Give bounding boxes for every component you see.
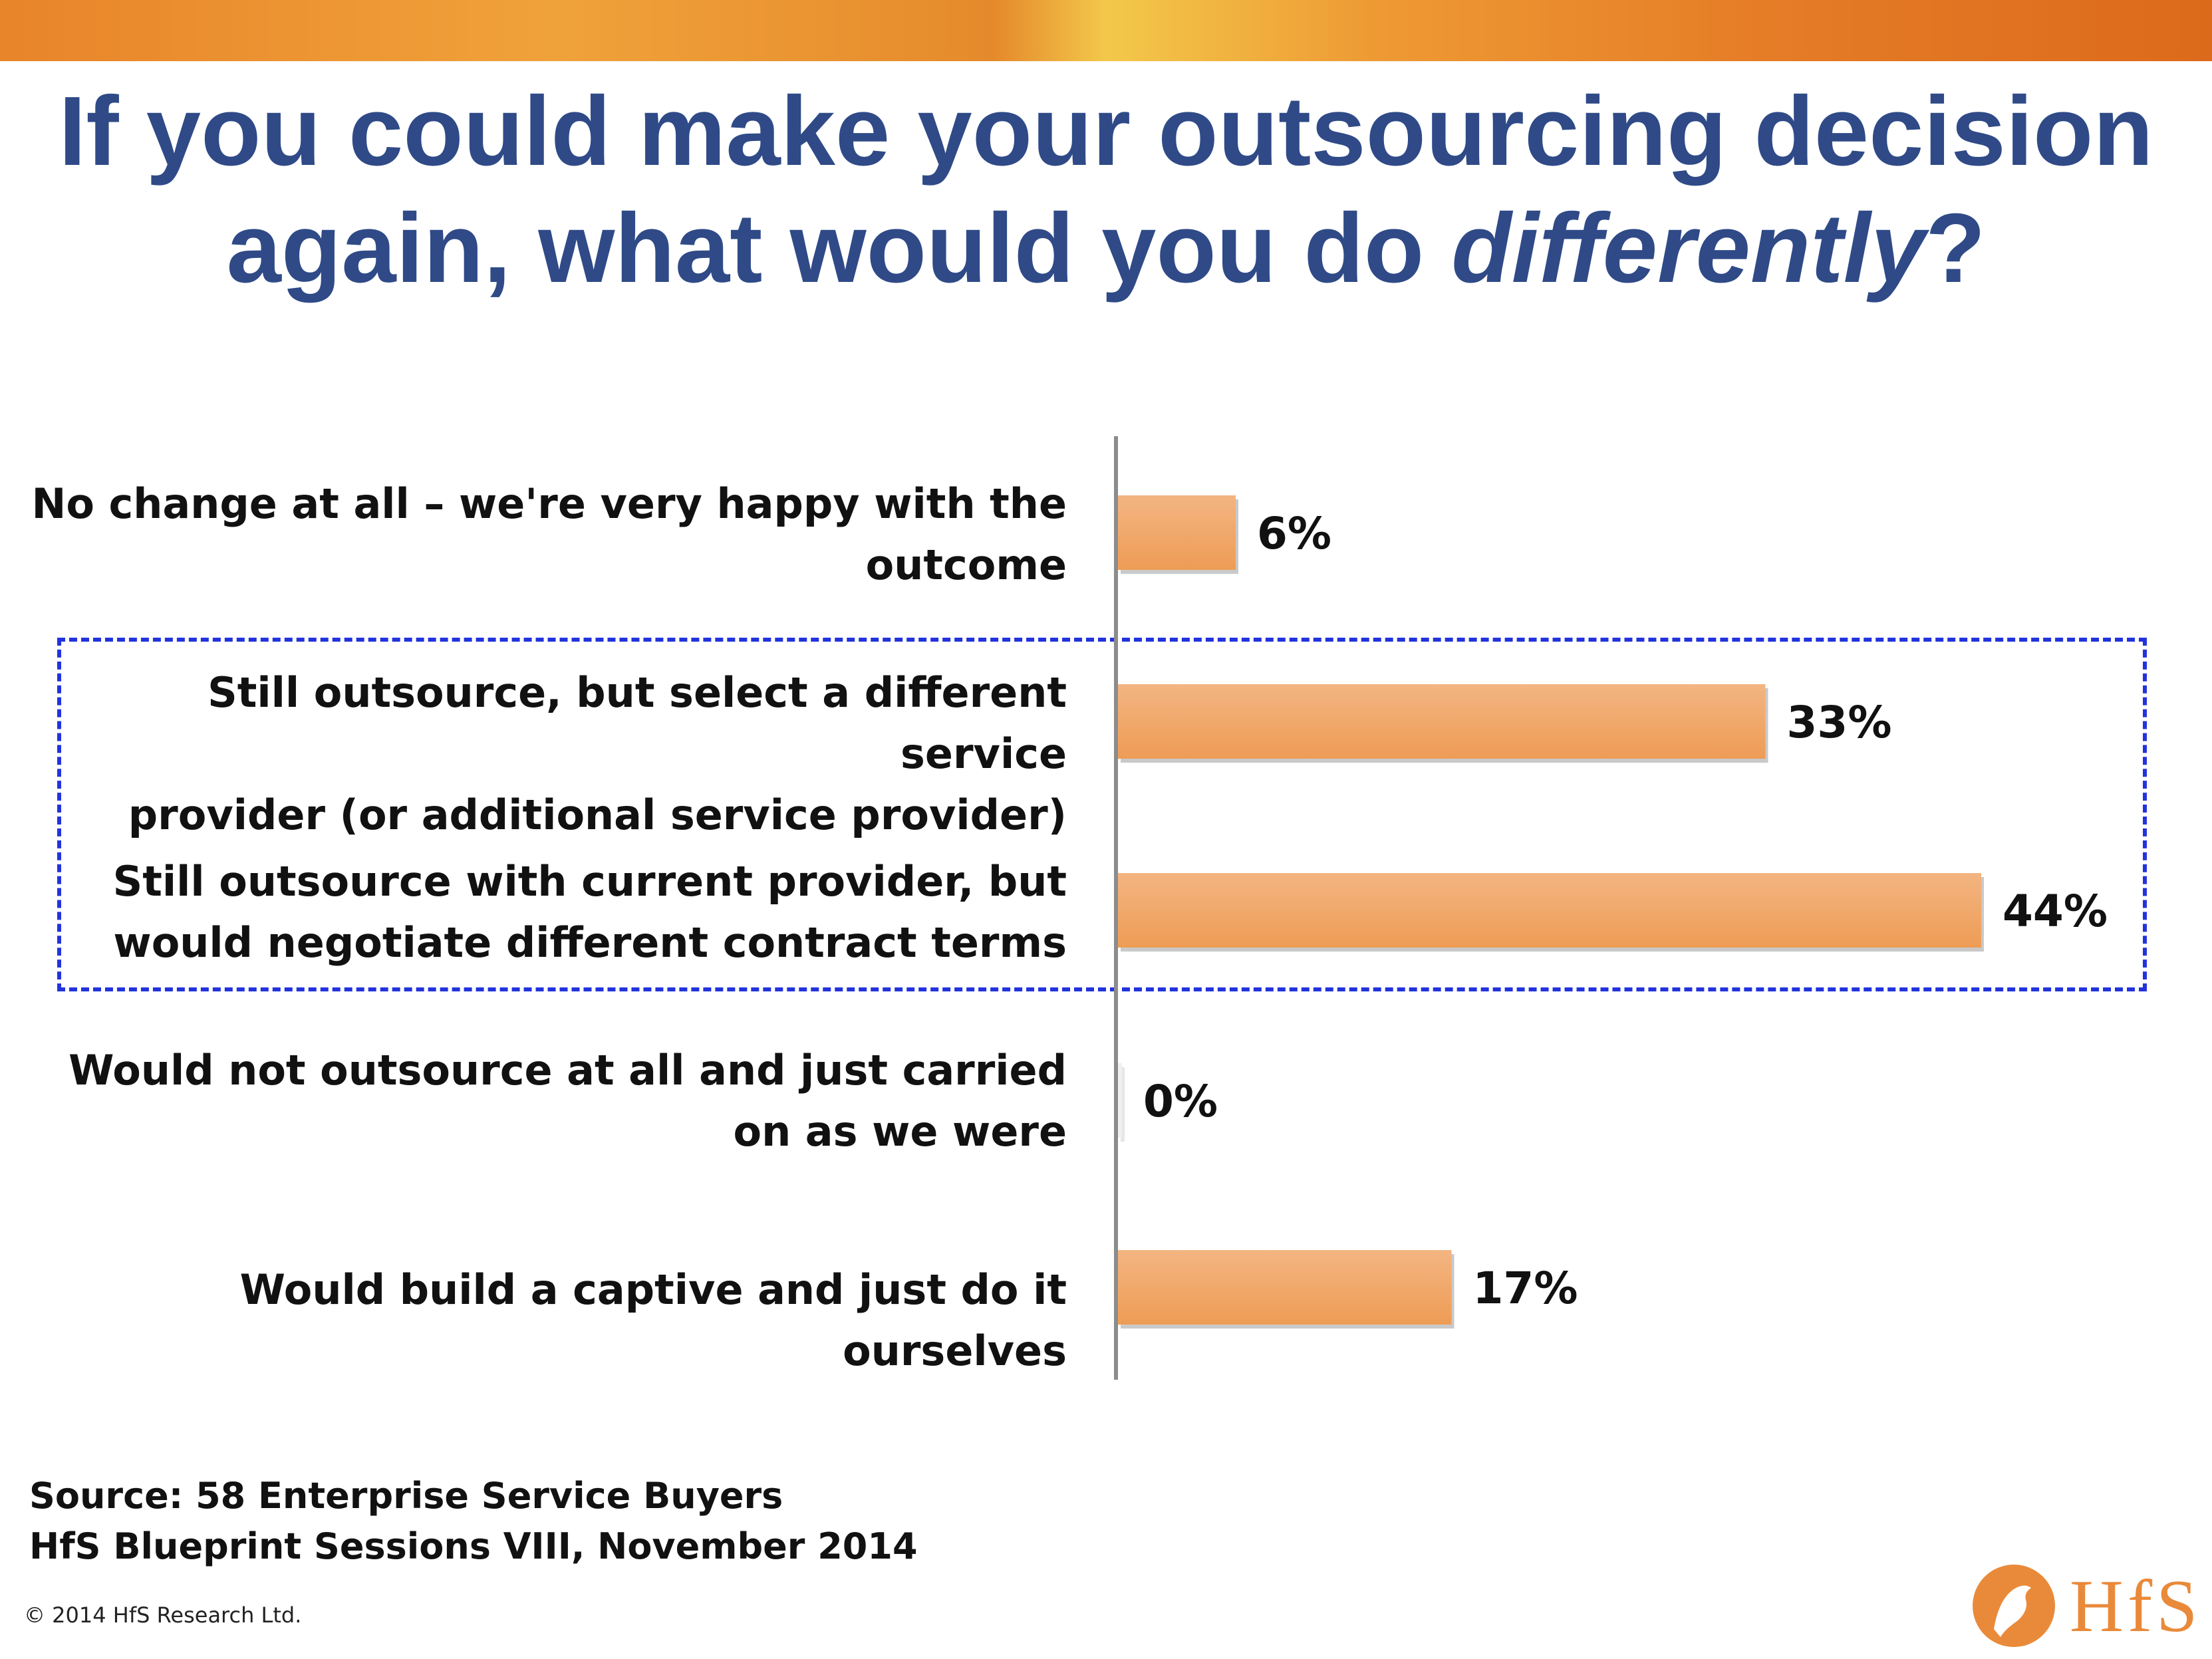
- category-label-line: Would not outsource at all and just carr…: [69, 1046, 1067, 1094]
- category-label-line: would negotiate different contract terms: [113, 918, 1067, 967]
- header-gradient-bar: [0, 0, 2212, 61]
- bar-value-label: 17%: [1473, 1263, 1578, 1314]
- bar-value-label: 33%: [1787, 697, 1892, 748]
- source-line-1: Source: 58 Enterprise Service Buyers: [29, 1475, 783, 1517]
- title-line-2-suffix: ?: [1925, 193, 1986, 303]
- slide-title: If you could make your outsourcing decis…: [40, 73, 2172, 307]
- source-note: Source: 58 Enterprise Service Buyers HfS…: [29, 1471, 918, 1572]
- bar: [1118, 495, 1236, 570]
- copyright-text: © 2014 HfS Research Ltd.: [24, 1602, 302, 1628]
- bar: [1118, 1063, 1122, 1138]
- category-label-renegotiate: Still outsource with current provider, b…: [29, 851, 1067, 973]
- bar: [1118, 873, 1981, 948]
- category-label-line: No change at all – we're very happy with…: [31, 479, 1067, 528]
- source-line-2: HfS Blueprint Sessions VIII, November 20…: [29, 1525, 918, 1567]
- logo-wordmark: HfS: [2070, 1565, 2202, 1648]
- category-label-different-provider: Still outsource, but select a different …: [29, 662, 1067, 846]
- category-label-no-change: No change at all – we're very happy with…: [29, 473, 1067, 596]
- title-line-2-prefix: again, what would you do: [226, 193, 1452, 303]
- highlight-box: [57, 638, 2147, 991]
- hfs-logo: [1973, 1565, 2055, 1647]
- bar: [1118, 1250, 1452, 1325]
- title-line-2: again, what would you do differently?: [40, 190, 2172, 307]
- category-label-line: provider (or additional service provider…: [128, 791, 1067, 839]
- category-label-captive: Would build a captive and just do it our…: [29, 1259, 1067, 1382]
- category-label-line: Still outsource with current provider, b…: [112, 857, 1067, 906]
- title-italic-word: differently: [1451, 193, 1926, 303]
- category-label-line: outcome: [865, 541, 1067, 589]
- bar: [1118, 684, 1766, 759]
- category-label-line: Would build a captive and just do it our…: [239, 1265, 1067, 1375]
- logo-horse-icon: [1994, 1585, 2031, 1637]
- bar-value-label: 44%: [2003, 886, 2108, 937]
- title-line-1: If you could make your outsourcing decis…: [59, 76, 2153, 186]
- category-label-line: Still outsource, but select a different …: [207, 668, 1067, 778]
- bar-value-label: 6%: [1257, 508, 1331, 559]
- bar-shadow: [1121, 1067, 1125, 1142]
- bar-value-label: 0%: [1143, 1076, 1218, 1127]
- category-label-no-outsource: Would not outsource at all and just carr…: [29, 1040, 1067, 1162]
- category-label-line: on as we were: [733, 1107, 1067, 1156]
